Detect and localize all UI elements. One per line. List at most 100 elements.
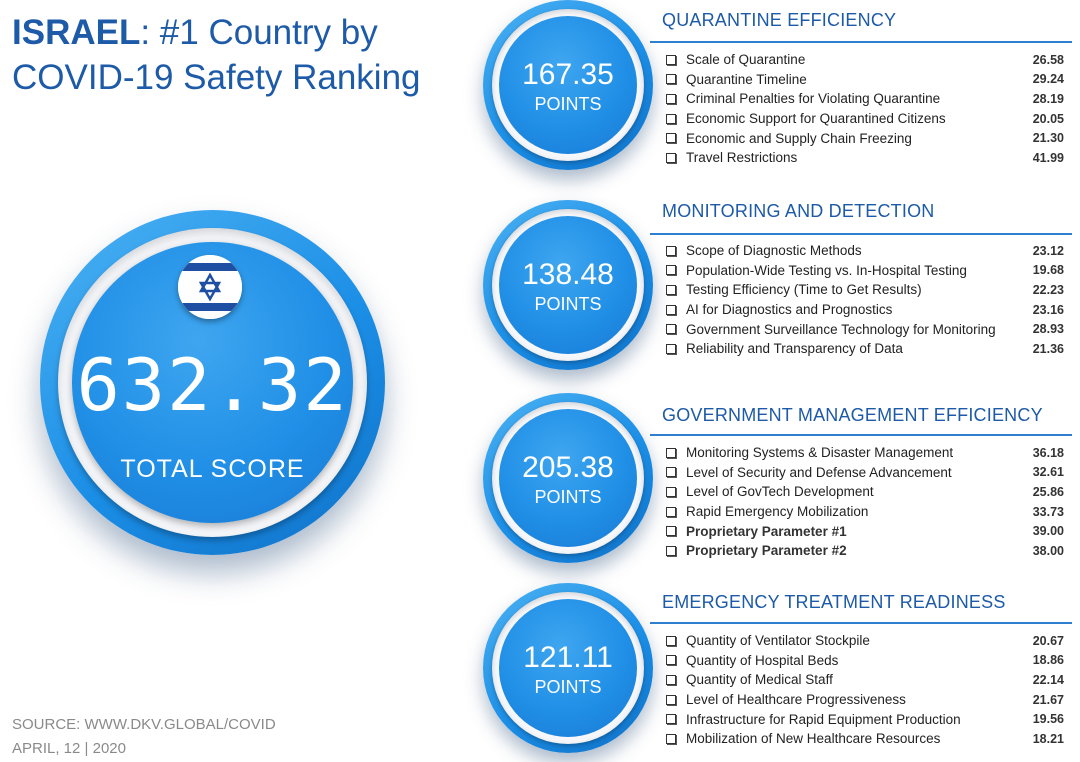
checkbox-bullet-icon — [666, 694, 676, 705]
item-value: 21.67 — [1032, 692, 1064, 707]
checkbox-bullet-icon — [666, 54, 676, 65]
section-points-value: 205.38 — [522, 451, 614, 484]
item-label: AI for Diagnostics and Prognostics — [686, 302, 893, 318]
item-label: Economic and Supply Chain Freezing — [686, 130, 912, 146]
item-value: 22.23 — [1032, 282, 1064, 297]
item-value: 38.00 — [1032, 543, 1064, 558]
item-value: 33.73 — [1032, 504, 1064, 519]
item-label: Scope of Diagnostic Methods — [686, 243, 862, 259]
item-value: 18.21 — [1032, 731, 1064, 746]
item-value: 19.68 — [1032, 263, 1064, 278]
list-item: Testing Efficiency (Time to Get Results)… — [666, 280, 1064, 300]
list-item: Proprietary Parameter #1 39.00 — [666, 521, 1064, 541]
page-title: ISRAEL: #1 Country by COVID-19 Safety Ra… — [12, 10, 452, 100]
item-value: 26.58 — [1032, 52, 1064, 67]
section-points-value: 121.11 — [523, 641, 613, 674]
item-label: Mobilization of New Healthcare Resources — [686, 731, 941, 747]
checkbox-bullet-icon — [666, 674, 676, 685]
source-footer: SOURCE: WWW.DKV.GLOBAL/COVID APRIL, 12 |… — [12, 713, 276, 761]
list-item: AI for Diagnostics and Prognostics 23.16 — [666, 300, 1064, 320]
item-label: Monitoring Systems & Disaster Management — [686, 445, 954, 461]
section-points-label: POINTS — [534, 94, 602, 114]
section-title: MONITORING AND DETECTION — [662, 201, 935, 221]
section-points-inner: 138.48 POINTS — [499, 216, 637, 354]
israel-flag-icon — [178, 255, 242, 319]
section-item-list: Scale of Quarantine 26.58 Quarantine Timel… — [666, 50, 1064, 168]
list-item: Reliability and Transparency of Data 21.3… — [666, 339, 1064, 359]
list-item: Quantity of Hospital Beds 18.86 — [666, 651, 1064, 671]
item-label: Proprietary Parameter #1 — [686, 523, 847, 539]
item-label: Proprietary Parameter #2 — [686, 543, 847, 559]
section-points-circle: 167.35 POINTS — [483, 0, 653, 170]
checkbox-bullet-icon — [666, 545, 676, 556]
item-label: Rapid Emergency Mobilization — [686, 504, 869, 520]
item-value: 21.30 — [1032, 131, 1064, 146]
section-points-inner: 205.38 POINTS — [499, 409, 637, 547]
item-label: Population-Wide Testing vs. In-Hospital … — [686, 262, 967, 278]
item-label: Criminal Penalties for Violating Quarant… — [686, 91, 941, 107]
item-label: Quantity of Medical Staff — [686, 672, 833, 688]
list-item: Monitoring Systems & Disaster Management… — [666, 443, 1064, 463]
section-points-ring: 138.48 POINTS — [492, 209, 644, 361]
item-label: Reliability and Transparency of Data — [686, 341, 903, 357]
item-value: 28.19 — [1032, 91, 1064, 106]
item-value: 21.36 — [1032, 341, 1064, 356]
list-item: Criminal Penalties for Violating Quarant… — [666, 89, 1064, 109]
item-value: 20.05 — [1032, 111, 1064, 126]
checkbox-bullet-icon — [666, 655, 676, 666]
checkbox-bullet-icon — [666, 635, 676, 646]
section-points-label: POINTS — [534, 677, 602, 697]
checkbox-bullet-icon — [666, 486, 676, 497]
item-value: 41.99 — [1032, 150, 1064, 165]
title-text: : #1 Country by COVID-19 Safety Ranking — [12, 13, 421, 97]
item-label: Economic Support for Quarantined Citizen… — [686, 111, 946, 127]
checkbox-bullet-icon — [666, 152, 676, 163]
section-points-circle: 138.48 POINTS — [483, 200, 653, 370]
total-score-value: 632.32 — [76, 343, 349, 427]
section-points-circle: 121.11 POINTS — [483, 583, 653, 753]
checkbox-bullet-icon — [666, 93, 676, 104]
item-value: 19.56 — [1032, 712, 1064, 727]
item-value: 22.14 — [1032, 672, 1064, 687]
checkbox-bullet-icon — [666, 506, 676, 517]
checkbox-bullet-icon — [666, 113, 676, 124]
item-label: Travel Restrictions — [686, 150, 798, 166]
list-item: Infrastructure for Rapid Equipment Produ… — [666, 709, 1064, 729]
section-title: GOVERNMENT MANAGEMENT EFFICIENCY — [662, 405, 1043, 425]
item-value: 36.18 — [1032, 445, 1064, 460]
item-value: 29.24 — [1032, 72, 1064, 87]
item-value: 28.93 — [1032, 322, 1064, 337]
checkbox-bullet-icon — [666, 133, 676, 144]
item-value: 23.16 — [1032, 302, 1064, 317]
total-score-label: TOTAL SCORE — [120, 455, 305, 483]
list-item: Economic Support for Quarantined Citizen… — [666, 109, 1064, 129]
list-item: Quantity of Ventilator Stockpile 20.67 — [666, 631, 1064, 651]
item-label: Level of Security and Defense Advancemen… — [686, 464, 952, 480]
list-item: Economic and Supply Chain Freezing 21.30 — [666, 128, 1064, 148]
item-value: 25.86 — [1032, 484, 1064, 499]
list-item: Quarantine Timeline 29.24 — [666, 70, 1064, 90]
checkbox-bullet-icon — [666, 304, 676, 315]
list-item: Quantity of Medical Staff 22.14 — [666, 670, 1064, 690]
list-item: Rapid Emergency Mobilization 33.73 — [666, 502, 1064, 522]
list-item: Population-Wide Testing vs. In-Hospital … — [666, 261, 1064, 281]
section-points-ring: 121.11 POINTS — [492, 592, 644, 744]
checkbox-bullet-icon — [666, 447, 676, 458]
checkbox-bullet-icon — [666, 265, 676, 276]
item-label: Infrastructure for Rapid Equipment Produ… — [686, 711, 961, 727]
item-label: Quantity of Ventilator Stockpile — [686, 633, 870, 649]
section-title: EMERGENCY TREATMENT READINESS — [662, 592, 1006, 612]
item-label: Level of Healthcare Progressiveness — [686, 692, 906, 708]
list-item: Proprietary Parameter #2 38.00 — [666, 541, 1064, 561]
checkbox-bullet-icon — [666, 714, 676, 725]
section-divider — [650, 233, 1072, 235]
date-text: APRIL, 12 | 2020 — [12, 740, 126, 757]
section-title: QUARANTINE EFFICIENCY — [662, 10, 897, 30]
section-points-ring: 167.35 POINTS — [492, 9, 644, 161]
checkbox-bullet-icon — [666, 467, 676, 478]
list-item: Government Surveillance Technology for M… — [666, 319, 1064, 339]
checkbox-bullet-icon — [666, 245, 676, 256]
item-label: Testing Efficiency (Time to Get Results) — [686, 282, 922, 298]
checkbox-bullet-icon — [666, 74, 676, 85]
item-label: Quantity of Hospital Beds — [686, 652, 839, 668]
